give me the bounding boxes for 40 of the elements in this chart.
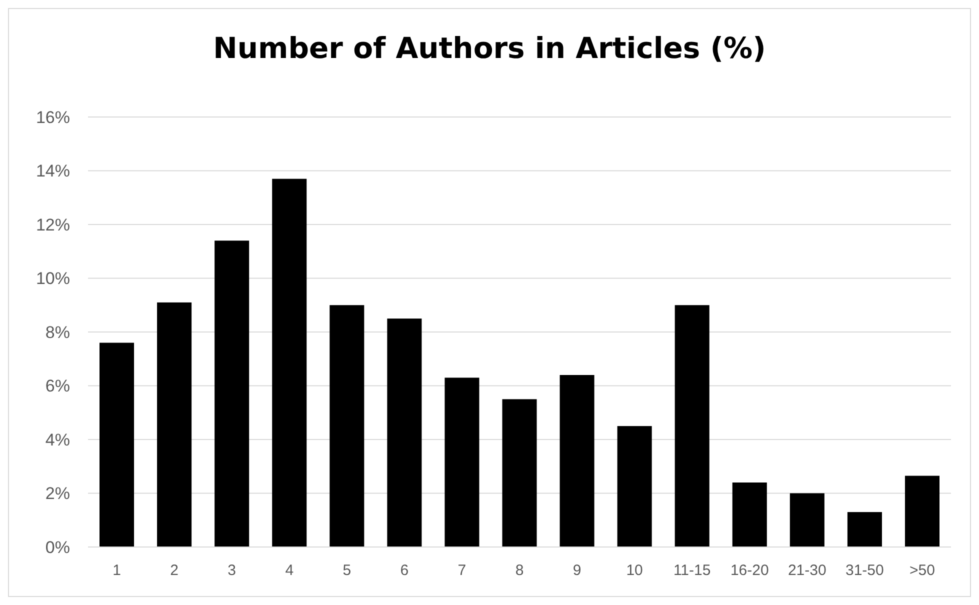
x-tick-label: 4 bbox=[285, 562, 294, 579]
x-tick-label: 31-50 bbox=[846, 562, 884, 579]
bar bbox=[790, 493, 824, 547]
bar bbox=[502, 399, 537, 547]
x-tick-label: 21-30 bbox=[788, 562, 826, 579]
x-tick-label: 16-20 bbox=[730, 562, 769, 579]
x-tick-label: 5 bbox=[342, 562, 352, 579]
bar bbox=[617, 426, 652, 547]
bar bbox=[157, 302, 192, 547]
bar bbox=[387, 318, 422, 547]
bar bbox=[674, 305, 710, 547]
x-tick-label: 3 bbox=[228, 562, 236, 579]
x-tick-label: >50 bbox=[910, 562, 935, 579]
x-tick-label: 11-15 bbox=[673, 562, 711, 579]
x-tick-label: 7 bbox=[458, 562, 466, 579]
y-tick-label: 14% bbox=[36, 162, 70, 181]
x-tick-label: 6 bbox=[400, 562, 409, 579]
y-tick-label: 12% bbox=[36, 215, 70, 234]
bar bbox=[732, 482, 767, 547]
bar bbox=[272, 178, 307, 547]
y-tick-label: 16% bbox=[36, 108, 70, 127]
bar bbox=[904, 476, 940, 547]
y-tick-label: 10% bbox=[36, 269, 70, 288]
bar bbox=[444, 378, 480, 547]
bar bbox=[330, 305, 364, 547]
y-tick-label: 2% bbox=[45, 484, 70, 504]
y-tick-label: 8% bbox=[45, 322, 70, 342]
chart-title: Number of Authors in Articles (%) bbox=[213, 31, 766, 65]
y-tick-label: 4% bbox=[45, 430, 70, 450]
y-tick-label: 0% bbox=[45, 538, 70, 557]
x-tick-label: 2 bbox=[170, 562, 178, 579]
x-tick-label: 8 bbox=[515, 562, 524, 579]
bar bbox=[847, 512, 882, 547]
bar bbox=[560, 375, 594, 547]
x-tick-label: 9 bbox=[572, 562, 582, 579]
x-tick-label: 1 bbox=[112, 562, 121, 579]
bar bbox=[214, 240, 250, 547]
x-tick-label: 10 bbox=[626, 562, 643, 579]
y-tick-label: 6% bbox=[45, 376, 70, 396]
bar bbox=[100, 342, 134, 547]
